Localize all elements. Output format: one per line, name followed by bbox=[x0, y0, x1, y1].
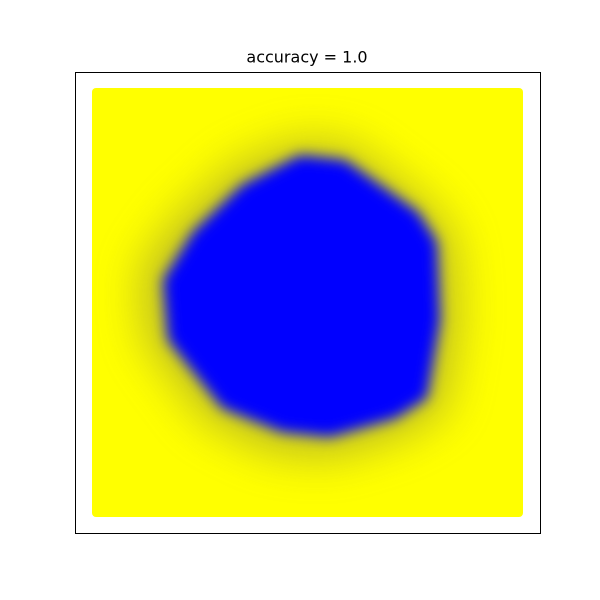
axes-frame bbox=[75, 72, 541, 534]
chart-title: accuracy = 1.0 bbox=[246, 48, 367, 67]
class-region-blue bbox=[163, 155, 440, 437]
decision-region bbox=[92, 88, 523, 517]
